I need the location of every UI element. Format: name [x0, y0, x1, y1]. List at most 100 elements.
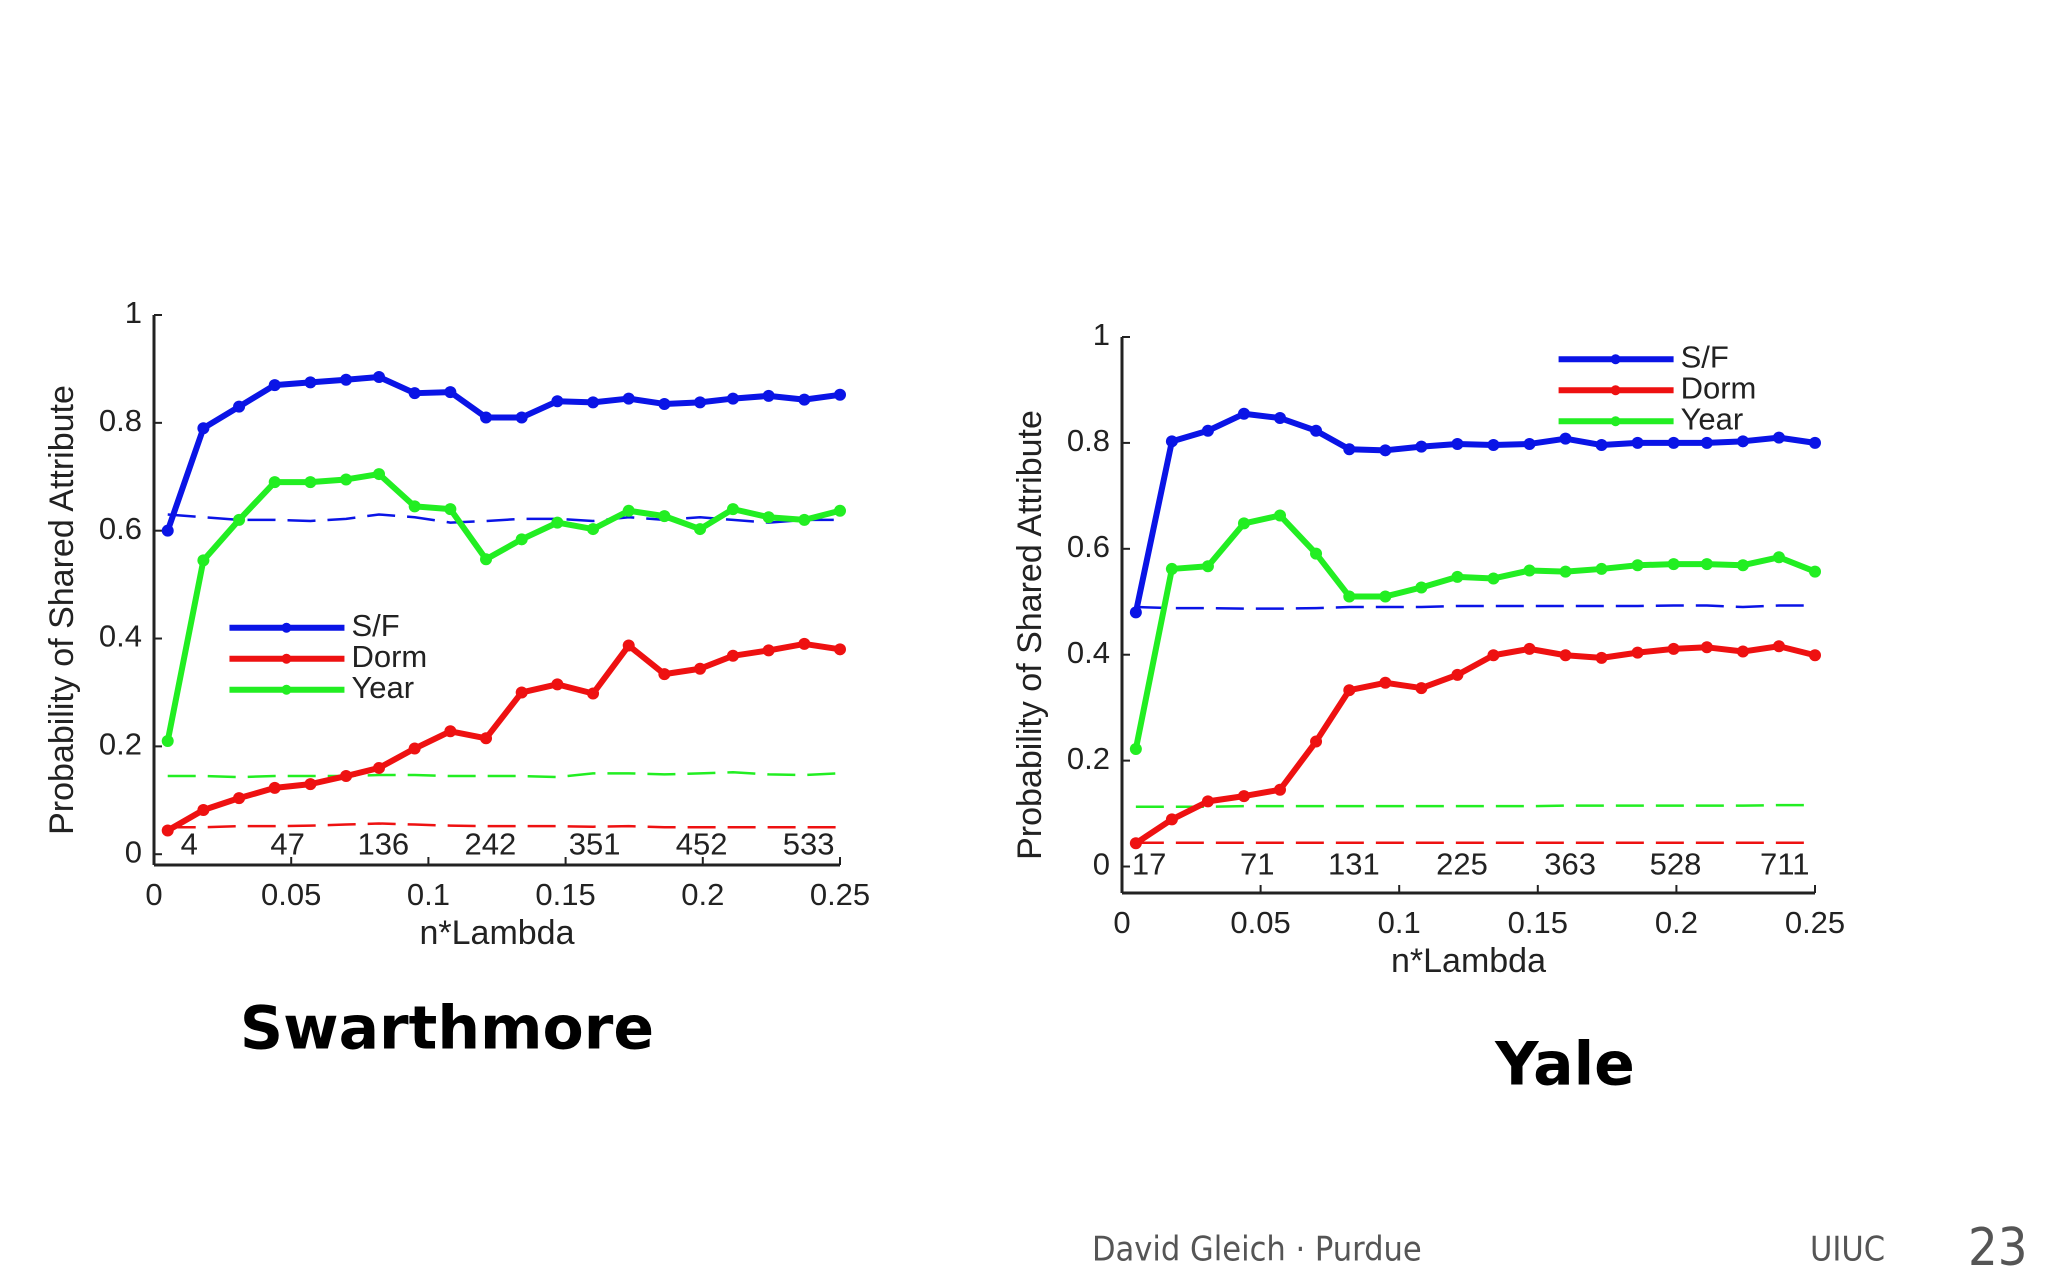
marker — [1736, 645, 1749, 658]
marker — [1809, 565, 1821, 578]
marker — [1343, 443, 1356, 456]
marker — [1165, 562, 1178, 575]
marker — [480, 553, 493, 566]
x-tick-label: 0.2 — [681, 877, 724, 912]
annotation: 363 — [1544, 847, 1596, 882]
marker — [726, 392, 739, 405]
legend-marker — [1610, 416, 1621, 427]
marker — [1129, 606, 1142, 619]
marker — [340, 473, 353, 486]
legend-label: Year — [1681, 401, 1744, 436]
annotation: 711 — [1760, 847, 1809, 882]
marker — [658, 668, 671, 681]
annotation: 452 — [676, 826, 728, 861]
annotation: 131 — [1328, 847, 1380, 882]
footer-author: David Gleich · Purdue — [1092, 1230, 1422, 1270]
marker — [480, 732, 493, 745]
marker — [373, 371, 386, 384]
marker — [694, 662, 707, 675]
marker — [551, 395, 564, 408]
marker — [798, 393, 811, 406]
annotation: 528 — [1650, 847, 1702, 882]
marker — [1201, 424, 1214, 437]
marker — [1809, 436, 1821, 449]
x-tick-label: 0.1 — [407, 877, 450, 912]
marker — [197, 554, 210, 567]
chart: 0 0.2 0.4 0.6 0.8 1 0 0.05 0.1 0.15 0.2 0.25 n*Lambd… — [43, 295, 870, 1063]
legend-marker — [281, 622, 292, 633]
marker — [1129, 837, 1142, 850]
marker — [1237, 517, 1250, 530]
marker — [726, 649, 739, 662]
marker — [1451, 437, 1464, 450]
dashed-line — [167, 822, 840, 829]
marker — [1379, 676, 1392, 689]
marker — [694, 396, 707, 409]
marker — [161, 824, 174, 837]
marker — [726, 503, 739, 516]
marker — [1631, 646, 1644, 659]
marker — [1595, 562, 1608, 575]
marker — [834, 388, 846, 401]
dashed-line — [1135, 604, 1815, 610]
marker — [444, 725, 457, 738]
x-tick-label: 0.15 — [535, 877, 595, 912]
marker — [1487, 649, 1500, 662]
x-tick-label: 0 — [1113, 905, 1130, 940]
marker — [622, 639, 635, 652]
marker — [1415, 682, 1428, 695]
y-axis-label: Probability of Shared Attribute — [1011, 410, 1049, 860]
legend-label: S/F — [1681, 339, 1729, 374]
marker — [197, 804, 210, 816]
annotation: 533 — [783, 826, 835, 861]
marker — [1736, 559, 1749, 572]
legend-label: S/F — [351, 608, 399, 643]
marker — [1379, 590, 1392, 603]
marker — [1809, 649, 1821, 662]
annotation: 47 — [270, 826, 304, 861]
marker — [233, 513, 246, 526]
x-tick-label: 0.2 — [1655, 905, 1698, 940]
annotation: 242 — [464, 826, 516, 861]
chart-title: Yale — [1494, 1030, 1635, 1100]
marker — [1523, 642, 1536, 655]
marker — [1310, 424, 1323, 437]
y-tick-label: 0.4 — [99, 619, 142, 654]
marker — [268, 781, 281, 794]
marker — [1310, 547, 1323, 560]
marker — [1667, 642, 1680, 655]
marker — [551, 678, 564, 691]
marker — [1415, 581, 1428, 594]
marker — [1736, 435, 1749, 448]
legend-marker — [281, 653, 292, 664]
y-tick-label: 0 — [125, 834, 142, 869]
marker — [1667, 436, 1680, 449]
annotation: 351 — [569, 826, 621, 861]
marker — [161, 524, 174, 537]
x-axis-label: n*Lambda — [419, 914, 574, 952]
marker — [373, 468, 386, 481]
y-tick-label: 1 — [1093, 317, 1110, 352]
y-tick-label: 0 — [1093, 847, 1110, 882]
marker — [408, 500, 421, 513]
marker — [658, 397, 671, 410]
x-tick-label: 0.1 — [1378, 905, 1421, 940]
marker — [1700, 641, 1713, 654]
marker — [1595, 651, 1608, 664]
marker — [408, 387, 421, 400]
y-tick-label: 0.4 — [1067, 635, 1110, 670]
marker — [694, 523, 707, 536]
marker — [551, 516, 564, 529]
marker — [622, 504, 635, 517]
marker — [1523, 437, 1536, 450]
marker — [480, 411, 493, 424]
dashed-line — [167, 513, 840, 524]
marker — [1274, 509, 1287, 522]
marker — [1310, 735, 1323, 748]
x-tick-label: 0.25 — [1785, 905, 1845, 940]
annotation: 225 — [1436, 847, 1488, 882]
marker — [1274, 783, 1287, 796]
chart: 0 0.2 0.4 0.6 0.8 1 0 0.05 0.1 0.15 0.2 0.25 n*Lambd… — [1011, 317, 1845, 1099]
annotation: 71 — [1240, 847, 1274, 882]
